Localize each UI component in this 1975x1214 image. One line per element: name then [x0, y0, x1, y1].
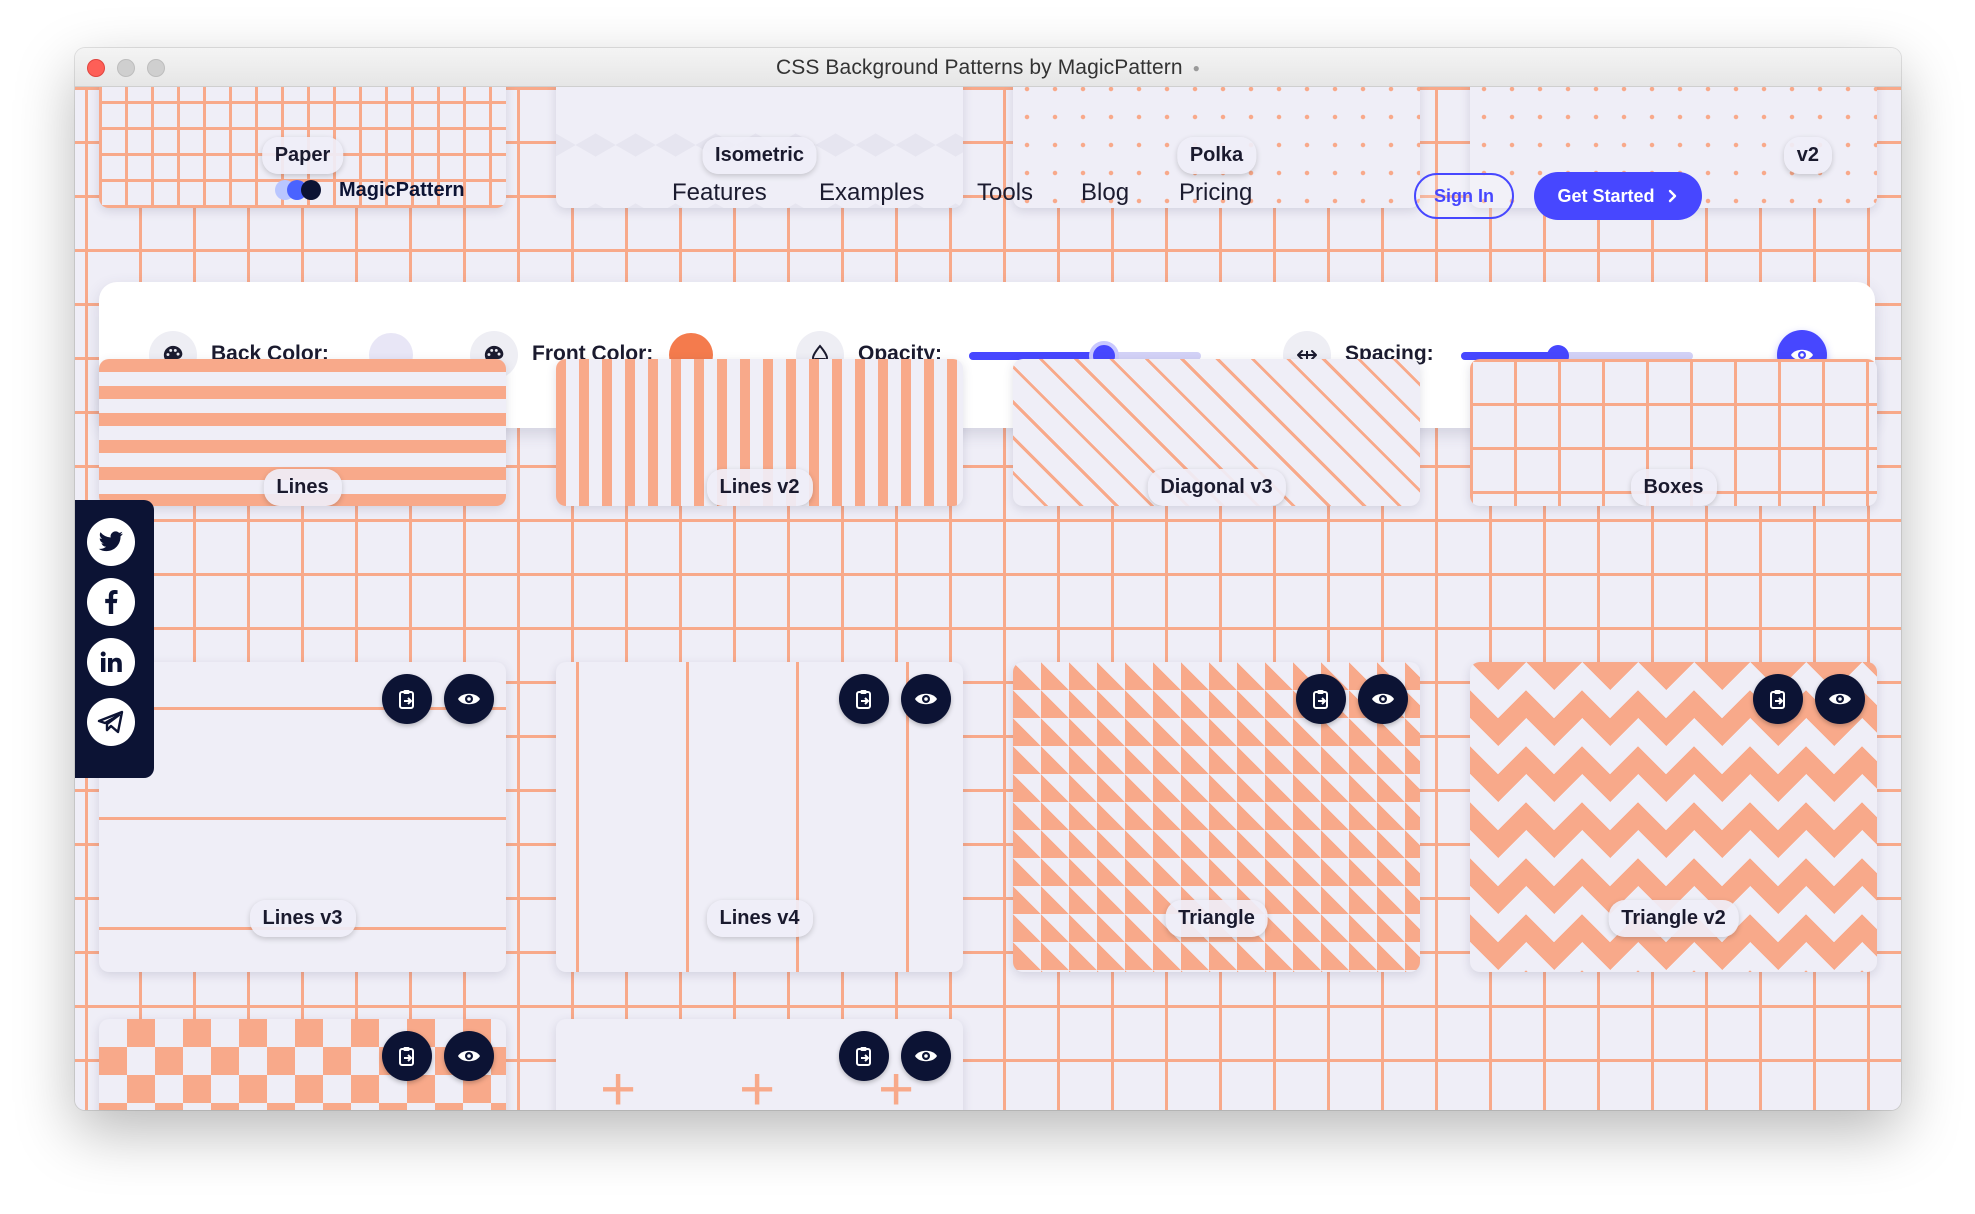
- opacity-slider-fill: [969, 352, 1104, 360]
- pattern-name: Paper: [261, 137, 344, 174]
- copy-css-button[interactable]: [839, 674, 889, 724]
- pattern-name: Boxes: [1630, 469, 1717, 506]
- pattern-card-isometric[interactable]: Isometric: [556, 87, 963, 208]
- nav-blog[interactable]: Blog: [1081, 179, 1130, 206]
- pattern-card-lines-v4[interactable]: Lines v4: [556, 662, 963, 972]
- pattern-card-polka[interactable]: Polka: [1013, 87, 1420, 208]
- pattern-name: Lines v4: [706, 900, 813, 937]
- nav-pricing[interactable]: Pricing: [1179, 179, 1253, 206]
- spacing-slider-fill: [1461, 352, 1559, 360]
- eye-icon: [915, 1050, 937, 1062]
- card-actions: [382, 1031, 494, 1081]
- pattern-card-triangle-v2[interactable]: Triangle v2: [1470, 662, 1877, 972]
- window-title: CSS Background Patterns by MagicPattern ●: [776, 56, 1200, 79]
- copy-css-button[interactable]: [382, 674, 432, 724]
- preview-button[interactable]: [444, 674, 494, 724]
- share-telegram-button[interactable]: [87, 698, 135, 746]
- minimize-window-button[interactable]: [117, 59, 135, 77]
- clipboard-icon: [856, 690, 871, 709]
- plus-mark: +: [739, 1055, 776, 1111]
- card-actions: [839, 1031, 951, 1081]
- clipboard-icon: [399, 690, 414, 709]
- pattern-name: v2: [1783, 137, 1832, 174]
- card-actions: [1753, 674, 1865, 724]
- eye-icon: [915, 693, 937, 705]
- pattern-name: Lines v3: [249, 900, 356, 937]
- sign-in-button[interactable]: Sign In: [1414, 173, 1514, 219]
- preview-button[interactable]: [1358, 674, 1408, 724]
- pattern-name: Lines v2: [706, 469, 813, 506]
- pattern-card-boxes[interactable]: Boxes: [1470, 359, 1877, 506]
- copy-css-button[interactable]: [1753, 674, 1803, 724]
- facebook-icon: [105, 590, 118, 614]
- card-actions: [382, 674, 494, 724]
- copy-css-button[interactable]: [839, 1031, 889, 1081]
- clipboard-icon: [399, 1047, 414, 1066]
- pattern-name: Triangle: [1165, 900, 1268, 937]
- plus-mark: +: [600, 1055, 637, 1111]
- twitter-icon: [98, 531, 123, 552]
- share-facebook-button[interactable]: [87, 578, 135, 626]
- title-bar: CSS Background Patterns by MagicPattern ●: [75, 48, 1901, 87]
- browser-window: CSS Background Patterns by MagicPattern ●…: [75, 48, 1901, 1110]
- preview-button[interactable]: [901, 674, 951, 724]
- eye-icon: [458, 1050, 480, 1062]
- pattern-card-triangle[interactable]: Triangle: [1013, 662, 1420, 972]
- card-actions: [839, 674, 951, 724]
- pattern-name: Triangle v2: [1608, 900, 1739, 937]
- close-window-button[interactable]: [87, 59, 105, 77]
- clipboard-icon: [1313, 690, 1328, 709]
- eye-icon: [458, 693, 480, 705]
- pattern-name: Polka: [1176, 137, 1257, 174]
- eye-icon: [1791, 349, 1813, 361]
- brand-name: MagicPattern: [339, 178, 465, 201]
- brand-logo[interactable]: MagicPattern: [275, 178, 465, 202]
- linkedin-icon: [100, 651, 122, 672]
- get-started-label: Get Started: [1557, 185, 1655, 206]
- eye-icon: [1372, 693, 1394, 705]
- pattern-card-lines-v2[interactable]: Lines v2: [556, 359, 963, 506]
- pattern-name: Lines: [263, 469, 342, 506]
- preview-button[interactable]: [901, 1031, 951, 1081]
- social-share-bar: [75, 500, 154, 778]
- logo-icon: [275, 178, 333, 202]
- zoom-window-button[interactable]: [147, 59, 165, 77]
- page-content: Paper Isometric Polka v2 MagicPattern Fe…: [75, 87, 1901, 1110]
- nav-examples[interactable]: Examples: [819, 179, 925, 206]
- copy-css-button[interactable]: [1296, 674, 1346, 724]
- pattern-name: Isometric: [702, 137, 817, 174]
- clipboard-icon: [856, 1047, 871, 1066]
- get-started-button[interactable]: Get Started: [1534, 172, 1702, 220]
- telegram-icon: [97, 710, 124, 734]
- pattern-name: Diagonal v3: [1147, 469, 1286, 506]
- pattern-card-checkerboard[interactable]: [99, 1019, 506, 1110]
- clipboard-icon: [1770, 690, 1785, 709]
- pattern-card-diagonal-v3[interactable]: Diagonal v3: [1013, 359, 1420, 506]
- nav-features[interactable]: Features: [672, 179, 767, 206]
- pattern-card-lines-v3[interactable]: Lines v3: [99, 662, 506, 972]
- share-linkedin-button[interactable]: [87, 638, 135, 686]
- card-actions: [1296, 674, 1408, 724]
- chevron-right-icon: [1668, 189, 1676, 203]
- preview-button[interactable]: [1815, 674, 1865, 724]
- copy-css-button[interactable]: [382, 1031, 432, 1081]
- eye-icon: [1829, 693, 1851, 705]
- pattern-card-lines[interactable]: Lines: [99, 359, 506, 506]
- share-twitter-button[interactable]: [87, 518, 135, 566]
- pattern-card-plus[interactable]: + + +: [556, 1019, 963, 1110]
- preview-button[interactable]: [444, 1031, 494, 1081]
- nav-tools[interactable]: Tools: [977, 179, 1034, 206]
